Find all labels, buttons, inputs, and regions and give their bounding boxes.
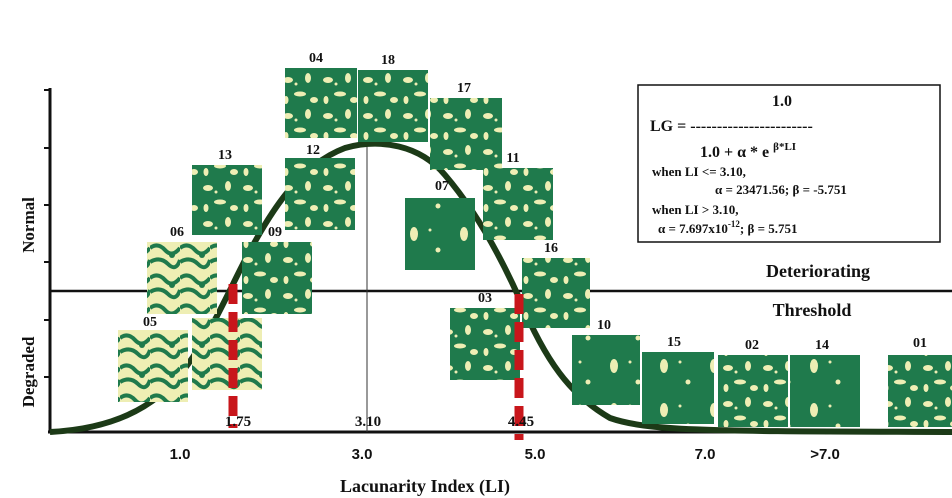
formula-denominator-base: 1.0 + α * e [700,144,769,161]
sample-label: 07 [435,179,449,194]
sample-label: 16 [544,241,558,256]
y-label-lower: Degraded [19,336,38,407]
sample-image [192,165,262,235]
formula-condition: when LI <= 3.10, [652,164,746,179]
sample-label: 14 [815,338,829,353]
formula-exponent: β*LI [773,141,796,153]
x-axis-title: Lacunarity Index (LI) [340,476,510,497]
sample-image [450,308,520,380]
x-tick-label: 3.0 [352,446,373,463]
sample-image [483,168,553,240]
sample-image [147,242,217,314]
formula-numerator: 1.0 [772,93,792,110]
sample-image [430,98,502,170]
formula-condition: when LI > 3.10, [652,202,739,217]
sample-image [718,355,788,427]
sample-image [572,335,640,405]
zone-label: Deteriorating [766,261,870,281]
sample-label: 06 [170,225,184,240]
sample-label: 01 [913,336,927,351]
sample-label: 18 [381,53,395,68]
sample-label: 13 [218,148,232,163]
sample-label: 11 [506,151,519,166]
figure: 04 18 17 13 12 11 07 06 09 16 05 03 10 15 02 14 01 Norma… [0,0,952,498]
sample-label: 12 [306,143,320,158]
sample-label: 15 [667,335,681,350]
sample-image [192,318,262,390]
formula-params: α = 23471.56; β = -5.751 [715,182,847,197]
sample-image [888,355,952,427]
sample-label: 17 [457,81,471,96]
x-tick-label: 7.0 [695,446,716,463]
y-label-upper: Normal [19,197,38,253]
formula-params-a: α = 7.697x10 [658,221,728,236]
sample-image [522,258,590,328]
sample-label: 02 [745,338,759,353]
x-tick-label: >7.0 [810,446,840,463]
x-tick-label: 5.0 [525,446,546,463]
sample-image [642,352,714,424]
zone-label: Threshold [773,300,852,320]
sample-image [118,330,188,402]
sample-label: 05 [143,315,157,330]
sample-label: 09 [268,225,282,240]
formula-lhs: LG = ----------------------- [650,118,813,135]
sample-label: 04 [309,51,323,66]
sample-image [285,68,357,138]
marker-label: 3.10 [355,414,381,430]
sample-image [405,198,475,270]
sample-label: 03 [478,291,492,306]
sample-label: 10 [597,318,611,333]
sample-image [242,242,312,314]
sample-image [285,158,355,230]
x-tick-label: 1.0 [170,446,191,463]
marker-label: 4.45 [508,414,534,430]
formula-params: α = 7.697x10-12; β = 5.751 [658,219,798,236]
sample-image [790,355,860,427]
marker-label: 1.75 [225,414,251,430]
formula-params-b: ; β = 5.751 [740,221,798,236]
sample-image [358,70,428,142]
formula-params-exp: -12 [728,219,740,229]
